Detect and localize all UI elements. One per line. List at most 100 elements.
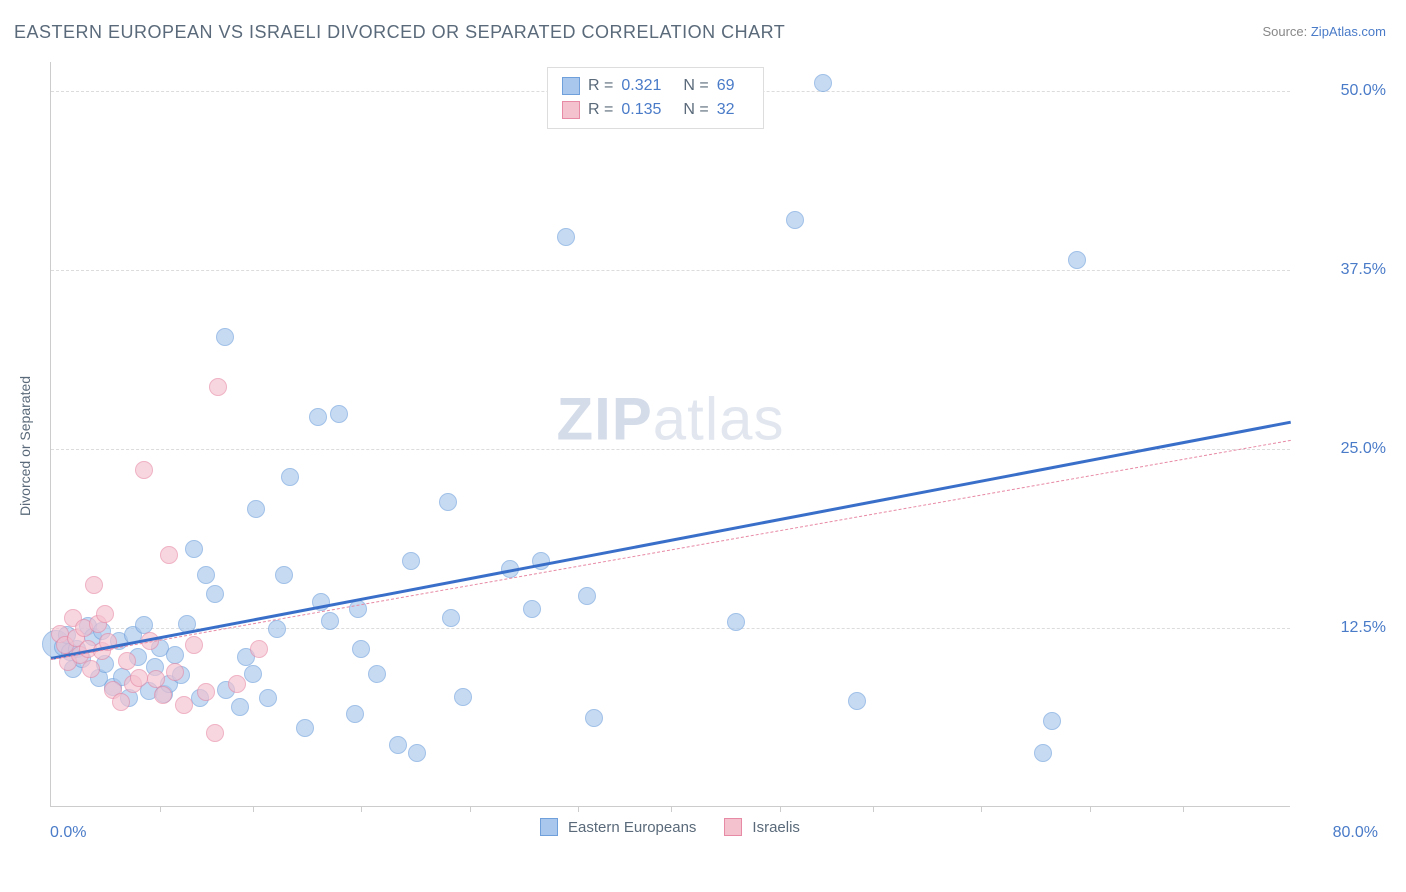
x-tick <box>253 806 254 812</box>
x-tick <box>1090 806 1091 812</box>
legend-label: Israelis <box>752 819 800 836</box>
x-tick <box>470 806 471 812</box>
data-point <box>82 660 100 678</box>
x-tick <box>1183 806 1184 812</box>
gridline <box>51 270 1290 271</box>
data-point <box>578 587 596 605</box>
stats-row: R = 0.321 N = 69 <box>562 74 749 98</box>
data-point <box>368 665 386 683</box>
n-label: N = <box>683 74 708 98</box>
series-legend: Eastern Europeans Israelis <box>540 818 818 836</box>
data-point <box>197 683 215 701</box>
data-point <box>1043 712 1061 730</box>
legend-swatch <box>724 818 742 836</box>
data-point <box>135 461 153 479</box>
data-point <box>330 405 348 423</box>
data-point <box>112 693 130 711</box>
n-value: 32 <box>717 98 735 122</box>
data-point <box>206 724 224 742</box>
data-point <box>85 576 103 594</box>
data-point <box>408 744 426 762</box>
data-point <box>557 228 575 246</box>
data-point <box>197 566 215 584</box>
chart-title: EASTERN EUROPEAN VS ISRAELI DIVORCED OR … <box>14 22 785 43</box>
stats-row: R = 0.135 N = 32 <box>562 98 749 122</box>
r-label: R = <box>588 98 613 122</box>
x-tick <box>578 806 579 812</box>
data-point <box>442 609 460 627</box>
data-point <box>209 378 227 396</box>
n-label: N = <box>683 98 708 122</box>
y-tick-label: 37.5% <box>1296 261 1386 279</box>
scatter-chart: ZIPatlas 12.5%25.0%37.5%50.0% <box>50 62 1290 807</box>
legend-label: Eastern Europeans <box>568 819 696 836</box>
data-point <box>848 692 866 710</box>
data-point <box>585 709 603 727</box>
stats-legend: R = 0.321 N = 69 R = 0.135 N = 32 <box>547 67 764 129</box>
data-point <box>389 736 407 754</box>
data-point <box>185 636 203 654</box>
data-point <box>454 688 472 706</box>
y-axis-label: Divorced or Separated <box>17 376 33 516</box>
r-value: 0.135 <box>621 98 661 122</box>
source-link[interactable]: ZipAtlas.com <box>1311 24 1386 39</box>
source-attribution: Source: ZipAtlas.com <box>1262 24 1386 39</box>
x-tick <box>361 806 362 812</box>
data-point <box>250 640 268 658</box>
data-point <box>247 500 265 518</box>
gridline <box>51 449 1290 450</box>
data-point <box>321 612 339 630</box>
legend-swatch <box>540 818 558 836</box>
x-axis-max-label: 80.0% <box>1333 824 1378 842</box>
y-tick-label: 50.0% <box>1296 82 1386 100</box>
data-point <box>268 620 286 638</box>
watermark-bold: ZIP <box>556 386 652 453</box>
x-tick <box>873 806 874 812</box>
data-point <box>309 408 327 426</box>
data-point <box>96 605 114 623</box>
data-point <box>727 613 745 631</box>
x-axis-min-label: 0.0% <box>50 824 86 842</box>
data-point <box>523 600 541 618</box>
data-point <box>352 640 370 658</box>
gridline <box>51 628 1290 629</box>
data-point <box>1068 251 1086 269</box>
y-tick-label: 25.0% <box>1296 440 1386 458</box>
data-point <box>281 468 299 486</box>
data-point <box>154 686 172 704</box>
data-point <box>786 211 804 229</box>
data-point <box>130 669 148 687</box>
x-tick <box>981 806 982 812</box>
legend-swatch <box>562 101 580 119</box>
r-label: R = <box>588 74 613 98</box>
trend-line <box>51 420 1291 659</box>
data-point <box>166 646 184 664</box>
data-point <box>1034 744 1052 762</box>
legend-swatch <box>562 77 580 95</box>
data-point <box>216 328 234 346</box>
data-point <box>244 665 262 683</box>
x-tick <box>671 806 672 812</box>
x-tick <box>780 806 781 812</box>
data-point <box>346 705 364 723</box>
data-point <box>275 566 293 584</box>
data-point <box>228 675 246 693</box>
data-point <box>118 652 136 670</box>
n-value: 69 <box>717 74 735 98</box>
data-point <box>402 552 420 570</box>
data-point <box>296 719 314 737</box>
data-point <box>259 689 277 707</box>
data-point <box>439 493 457 511</box>
data-point <box>160 546 178 564</box>
data-point <box>231 698 249 716</box>
data-point <box>814 74 832 92</box>
data-point <box>175 696 193 714</box>
x-tick <box>160 806 161 812</box>
source-prefix: Source: <box>1262 24 1310 39</box>
r-value: 0.321 <box>621 74 661 98</box>
data-point <box>185 540 203 558</box>
watermark-light: atlas <box>653 386 785 453</box>
data-point <box>206 585 224 603</box>
data-point <box>166 663 184 681</box>
watermark: ZIPatlas <box>556 385 784 454</box>
